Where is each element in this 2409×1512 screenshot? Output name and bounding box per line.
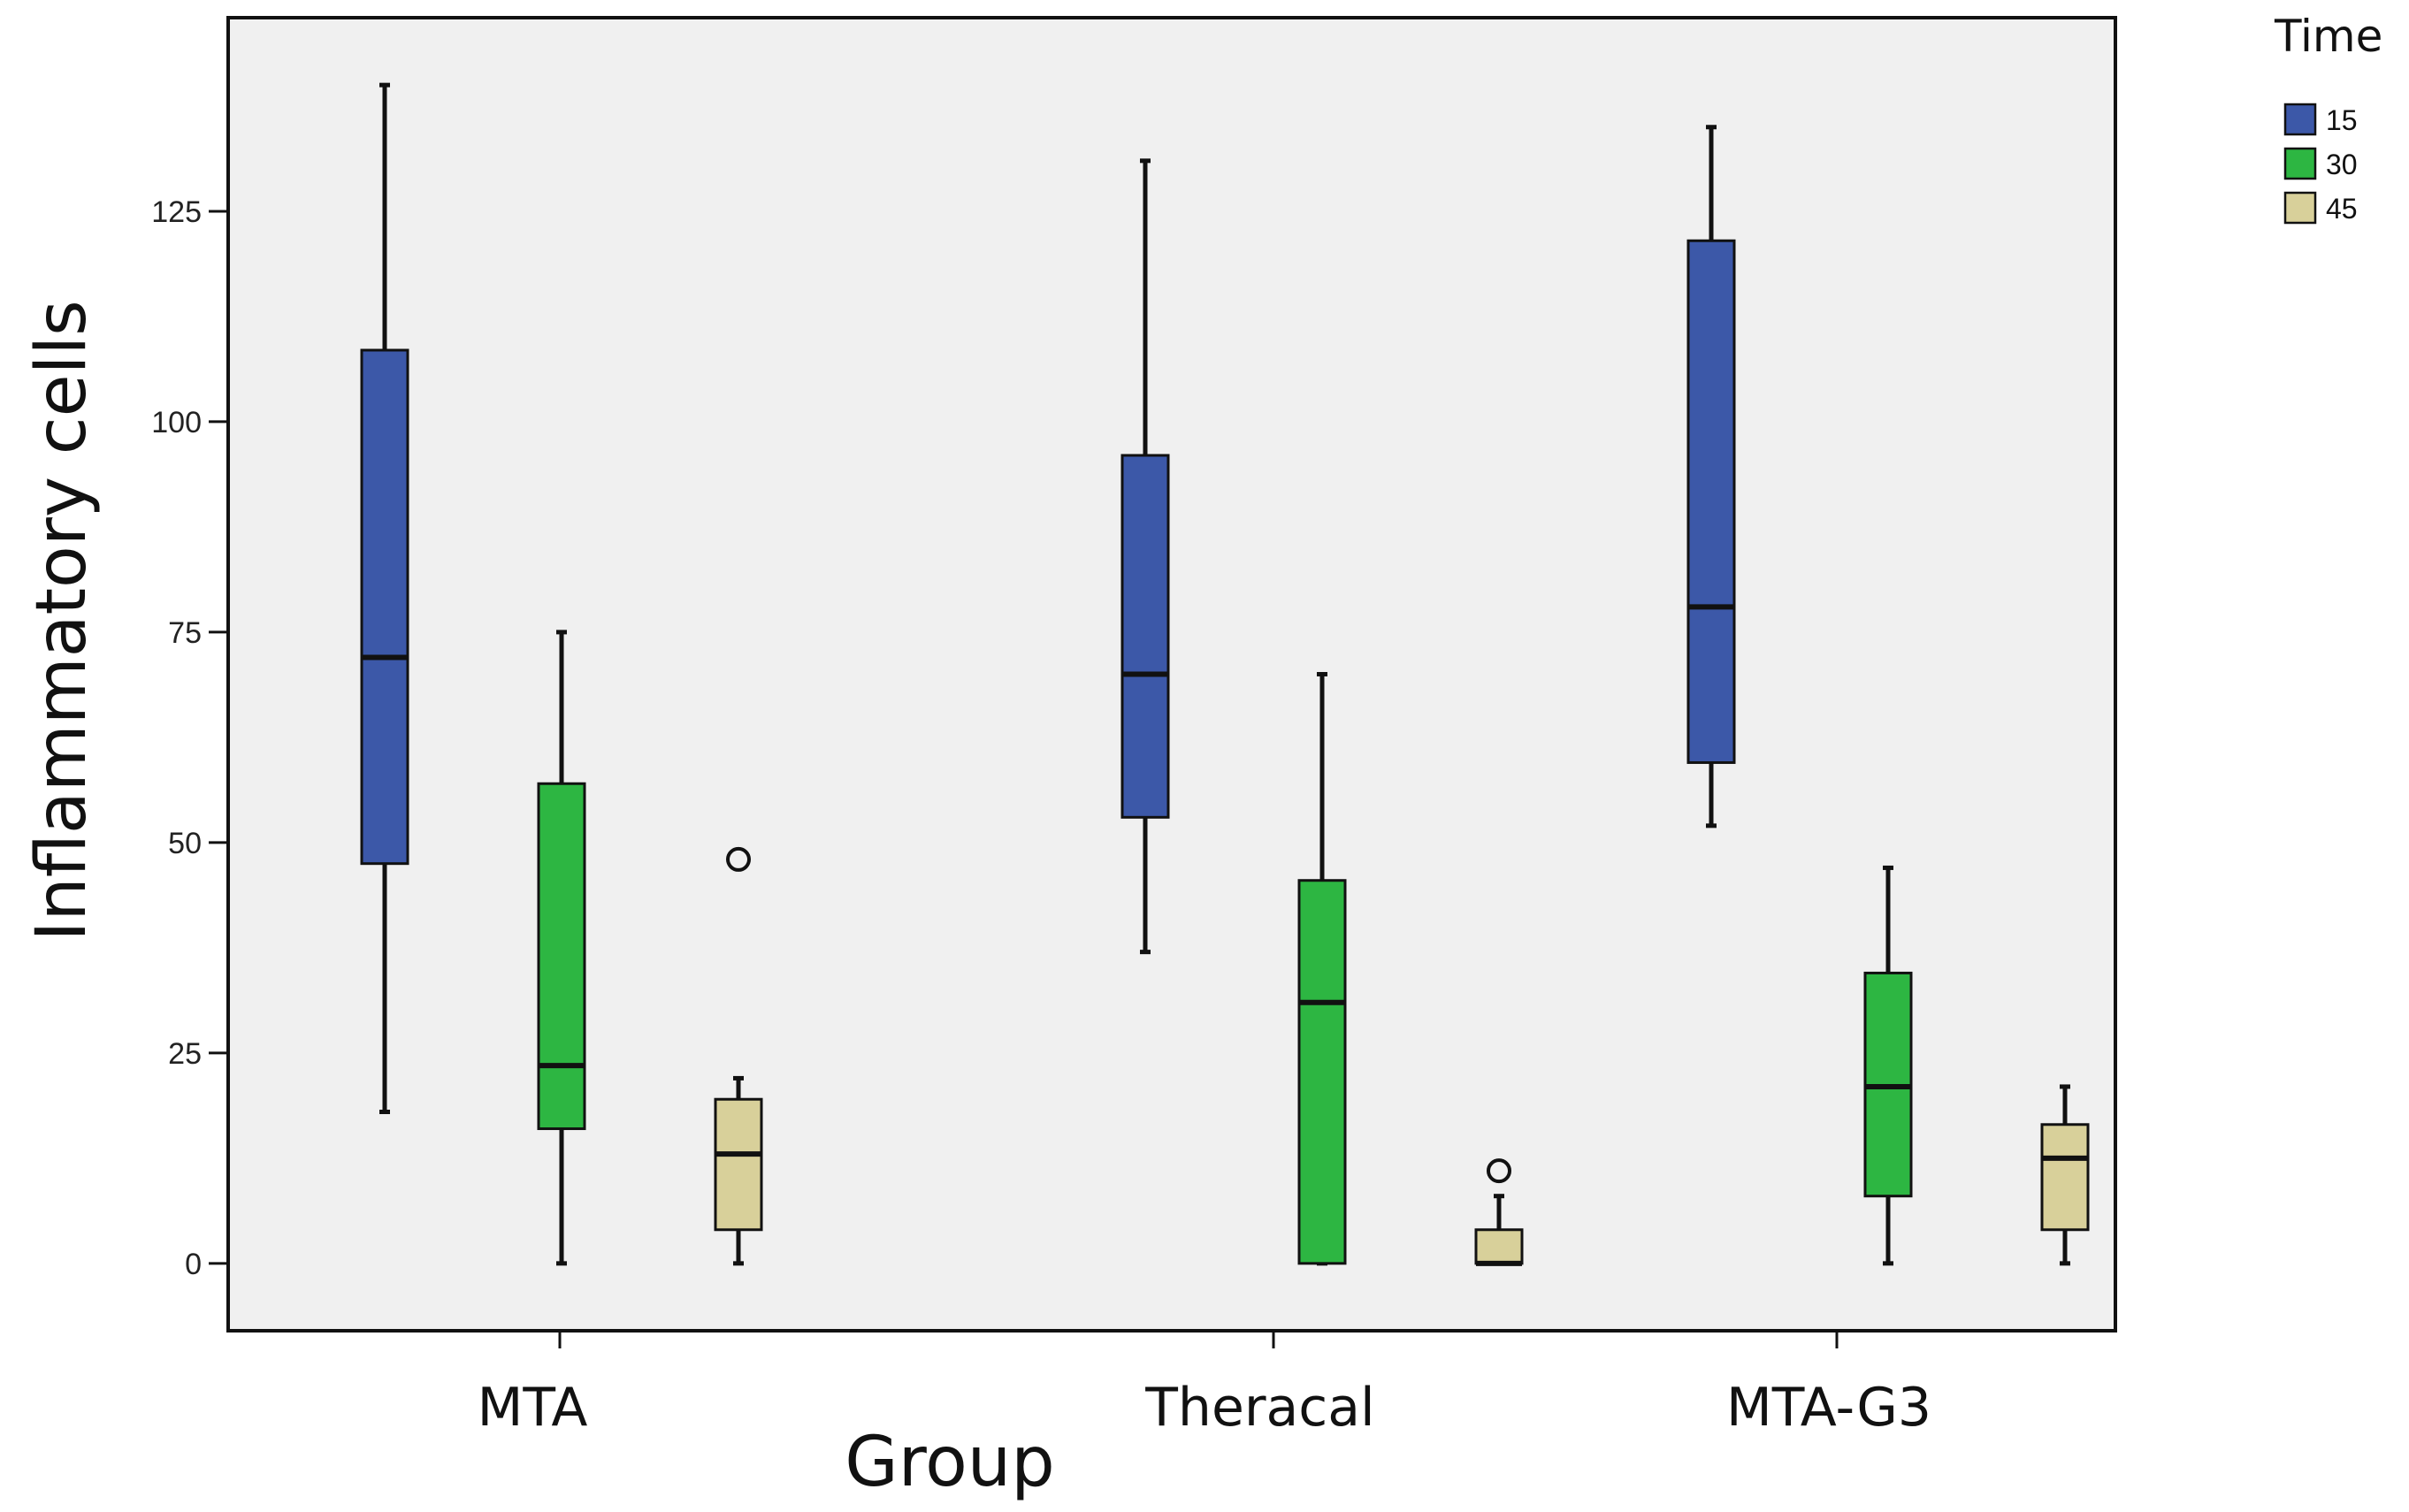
- legend-label-45: 45: [2326, 193, 2358, 225]
- legend-swatch-15: [2283, 103, 2317, 136]
- x-axis-title: Group: [845, 1423, 1054, 1502]
- iqr-box: [1686, 239, 1736, 764]
- legend: Time 15 30 45: [2274, 11, 2382, 225]
- y-tick-label: 25: [168, 1037, 202, 1071]
- y-tick-label: 75: [168, 616, 202, 650]
- box-mta-time-30: [537, 630, 586, 1266]
- box-mta-g3-time-30: [1863, 865, 1913, 1266]
- legend-swatch-45: [2283, 191, 2317, 225]
- box-mta-time-15: [360, 82, 409, 1114]
- x-axis: MTA Theracal MTA-G3: [478, 1331, 1931, 1439]
- y-tick-label: 50: [168, 827, 202, 860]
- x-category-label: MTA: [478, 1377, 588, 1439]
- iqr-box: [1474, 1228, 1524, 1265]
- x-category-label: MTA-G3: [1726, 1377, 1931, 1439]
- legend-label-15: 15: [2326, 104, 2358, 136]
- legend-label-30: 30: [2326, 149, 2358, 180]
- legend-swatch-30: [2283, 147, 2317, 180]
- box-mta-g3-time-15: [1686, 125, 1736, 829]
- box-mta-time-45: [714, 846, 763, 1266]
- outlier-point: [1487, 1158, 1511, 1184]
- y-axis-title: Inflammatory cells: [22, 300, 102, 941]
- box-theracal-time-15: [1120, 158, 1170, 955]
- iqr-box: [2040, 1123, 2090, 1232]
- iqr-box: [537, 782, 586, 1131]
- y-tick-label: 100: [151, 406, 202, 439]
- y-axis: 0 25 50 75 100 125: [151, 195, 228, 1281]
- box-theracal-time-45: [1474, 1158, 1524, 1266]
- iqr-box: [360, 348, 409, 866]
- iqr-box: [1297, 879, 1347, 1265]
- x-category-label: Theracal: [1144, 1377, 1374, 1439]
- box-theracal-time-30: [1297, 672, 1347, 1266]
- box-mta-g3-time-45: [2040, 1084, 2090, 1266]
- iqr-box: [1120, 454, 1170, 819]
- outlier-point: [726, 846, 751, 872]
- y-tick-label: 125: [151, 195, 202, 229]
- plot-area: [226, 16, 2117, 1333]
- y-tick-label: 0: [185, 1248, 202, 1281]
- box-series: [360, 82, 2090, 1266]
- iqr-box: [714, 1097, 763, 1232]
- legend-title: Time: [2274, 11, 2382, 62]
